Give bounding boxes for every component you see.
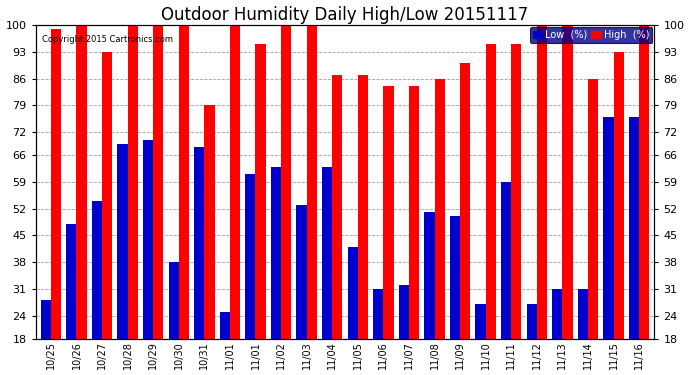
Bar [552,289,562,375]
Bar [322,166,332,375]
Bar [588,79,598,375]
Bar [409,86,419,375]
Bar [245,174,255,375]
Bar [194,147,204,375]
Bar [51,29,61,375]
Legend: Low  (%), High  (%): Low (%), High (%) [530,27,653,43]
Bar [77,25,87,375]
Bar [281,25,291,375]
Bar [475,304,486,375]
Bar [230,25,240,375]
Bar [578,289,588,375]
Bar [66,224,77,375]
Bar [332,75,342,375]
Bar [117,144,128,375]
Bar [41,300,51,375]
Bar [424,213,435,375]
Bar [613,52,624,375]
Bar [271,166,281,375]
Bar [143,140,153,375]
Bar [358,75,368,375]
Bar [526,304,537,375]
Bar [297,205,306,375]
Bar [384,86,393,375]
Bar [219,312,230,375]
Bar [204,105,215,375]
Bar [348,247,358,375]
Bar [179,25,189,375]
Title: Outdoor Humidity Daily High/Low 20151117: Outdoor Humidity Daily High/Low 20151117 [161,6,529,24]
Bar [435,79,445,375]
Bar [102,52,112,375]
Text: Copyright 2015 Cartronics.com: Copyright 2015 Cartronics.com [42,34,172,44]
Bar [629,117,639,375]
Bar [537,25,547,375]
Bar [373,289,384,375]
Bar [460,63,471,375]
Bar [153,25,164,375]
Bar [562,25,573,375]
Bar [511,44,522,375]
Bar [639,25,649,375]
Bar [603,117,613,375]
Bar [399,285,409,375]
Bar [168,262,179,375]
Bar [128,25,138,375]
Bar [92,201,102,375]
Bar [306,25,317,375]
Bar [450,216,460,375]
Bar [255,44,266,375]
Bar [486,44,496,375]
Bar [501,182,511,375]
